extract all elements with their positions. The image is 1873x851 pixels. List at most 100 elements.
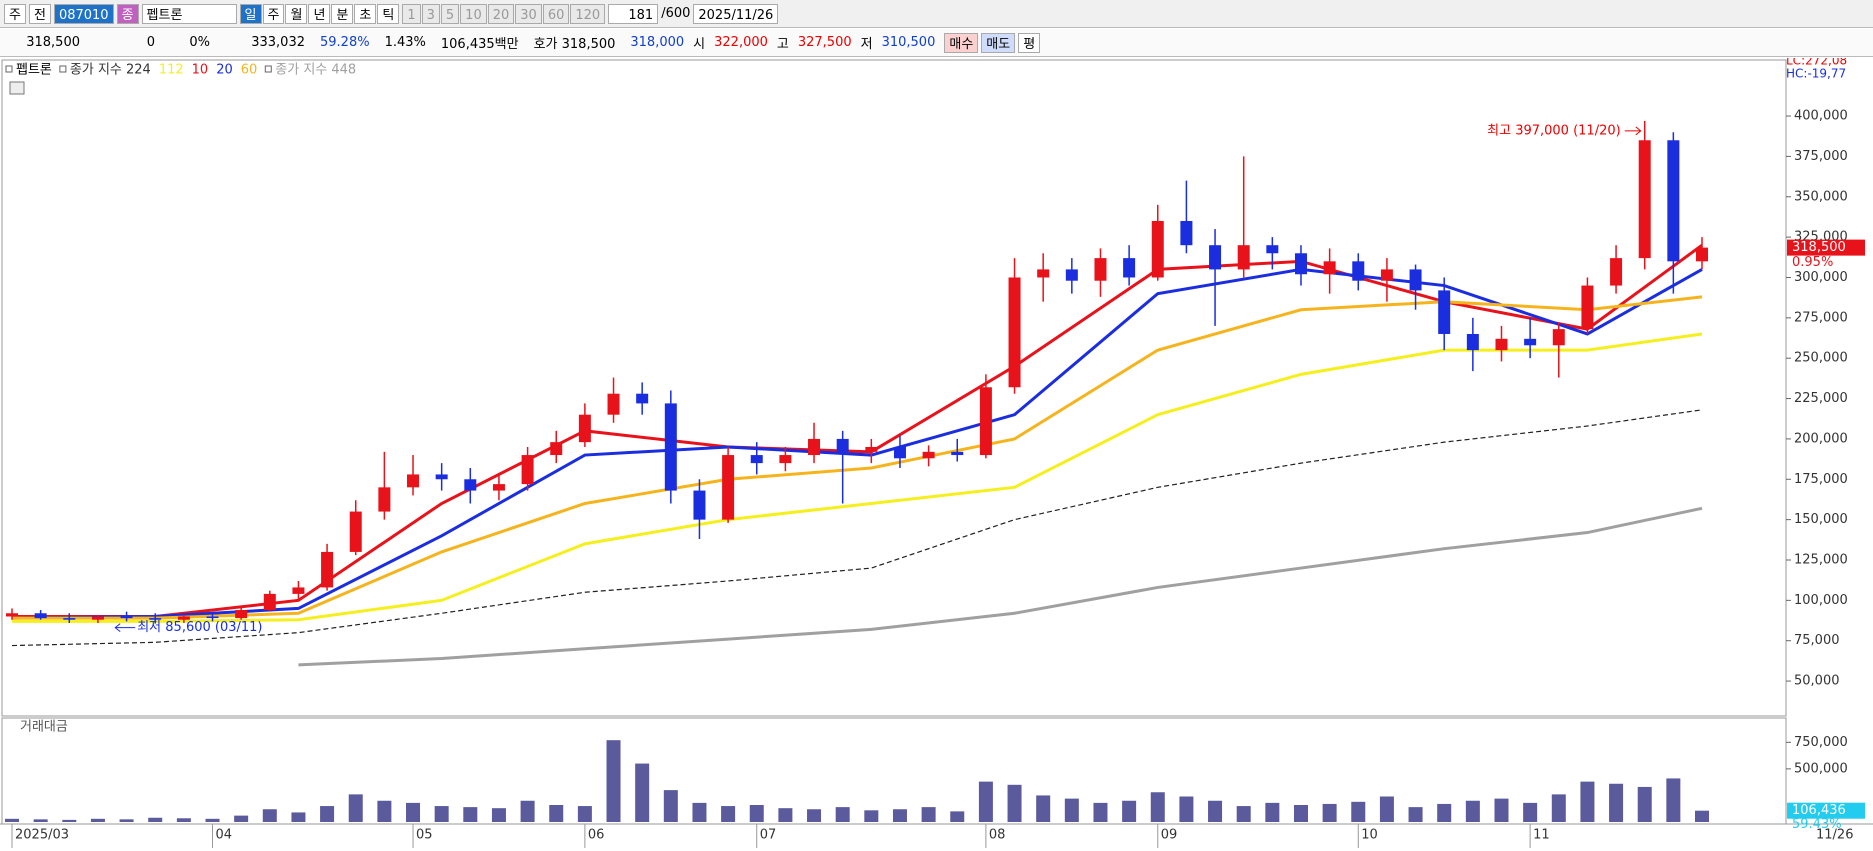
- volume-bar: [749, 805, 764, 822]
- volume-bar: [5, 818, 19, 822]
- candle-body: [1495, 338, 1508, 351]
- price-tag: [1787, 239, 1865, 256]
- period-button[interactable]: 틱: [377, 3, 400, 24]
- ma-line: [11, 409, 1703, 647]
- candle-body: [893, 446, 906, 459]
- code-input[interactable]: 087010: [53, 3, 114, 24]
- avg-button[interactable]: 평: [1018, 32, 1041, 53]
- candle-body: [1209, 245, 1222, 270]
- interval-button[interactable]: 20: [487, 3, 515, 24]
- volume-title: 거래대금: [20, 720, 68, 735]
- candle-body: [292, 587, 305, 594]
- volume-bar: [1494, 798, 1509, 822]
- volume-bar: [1208, 800, 1223, 822]
- volume-bar: [520, 800, 535, 822]
- candle-body: [1696, 247, 1708, 262]
- candle-body: [63, 618, 76, 620]
- y-tick-label: 250,000: [1794, 351, 1848, 366]
- legend-label: 종가 지수 224: [70, 63, 151, 78]
- period-button[interactable]: 주: [262, 3, 285, 24]
- price-tag-label: 318,500: [1792, 240, 1846, 255]
- candle-body: [1610, 258, 1623, 286]
- price: 318,500: [26, 35, 80, 50]
- y-tick-label: 750,000: [1794, 735, 1848, 750]
- x-tick-label: 2025/03: [15, 828, 69, 843]
- volume-bar: [406, 802, 421, 822]
- volume-bar: [778, 808, 793, 822]
- period-button[interactable]: 일: [239, 3, 262, 24]
- candle-body: [1008, 277, 1021, 388]
- y-tick-label: 100,000: [1794, 593, 1848, 608]
- interval-group: 1 3 5 10 20 30 60 120: [402, 3, 606, 24]
- y-tick-label: 300,000: [1794, 270, 1848, 285]
- y-tick-label: 500,000: [1794, 761, 1848, 776]
- volume-bar: [1179, 796, 1194, 822]
- candle-body: [263, 593, 276, 611]
- volume-panel: [1, 717, 1787, 825]
- candle-body: [378, 487, 391, 512]
- market-select[interactable]: 주: [4, 3, 26, 24]
- legend-label: 60: [241, 63, 258, 78]
- lc-label: LC:272,08: [1786, 58, 1847, 68]
- annotation-arrow: [1624, 126, 1642, 136]
- volume-ratio: 59.28%: [320, 35, 370, 50]
- volume-bar: [491, 808, 506, 822]
- candle-body: [1237, 245, 1250, 270]
- period-button[interactable]: 분: [331, 3, 354, 24]
- x-tick-label: 10: [1361, 828, 1378, 843]
- candle-body: [836, 438, 849, 452]
- legend-label: 펩트론: [16, 63, 52, 78]
- sell-button[interactable]: 매도: [981, 32, 1016, 53]
- volume-bar: [1666, 778, 1681, 822]
- candle-body: [149, 618, 162, 620]
- ma-line: [298, 506, 1703, 667]
- interval-button[interactable]: 1: [402, 3, 421, 24]
- y-tick-label: 50,000: [1794, 674, 1840, 689]
- candle-body: [1667, 140, 1680, 262]
- interval-button[interactable]: 120: [570, 3, 606, 24]
- x-tick-label: 09: [1161, 828, 1178, 843]
- legend-label: 112: [159, 63, 184, 78]
- volume-bar: [434, 806, 449, 822]
- interval-button[interactable]: 3: [421, 3, 440, 24]
- volume-bar: [320, 806, 335, 822]
- interval-button[interactable]: 5: [440, 3, 460, 24]
- bid: 318,000: [630, 35, 685, 50]
- volume-bar: [1609, 783, 1624, 822]
- period-button[interactable]: 초: [354, 3, 377, 24]
- volume-bar: [1437, 803, 1452, 822]
- volume-bar: [606, 740, 621, 822]
- volume-bar: [33, 819, 48, 822]
- candle-body: [922, 451, 935, 459]
- panel-icon: [9, 81, 25, 95]
- annotation: 최저 85,600 (03/11): [137, 620, 262, 635]
- count-input[interactable]: 181: [608, 3, 659, 24]
- volume-bar: [148, 817, 163, 822]
- candle-body: [750, 455, 763, 464]
- date-input[interactable]: 2025/11/26: [693, 3, 779, 24]
- volume-bar: [291, 812, 306, 822]
- candle-body: [693, 490, 706, 520]
- interval-button[interactable]: 10: [460, 3, 487, 24]
- candle-body: [321, 551, 334, 588]
- amount: 106,435백만: [440, 37, 519, 52]
- candle-body: [464, 479, 477, 491]
- period-button[interactable]: 월: [285, 3, 308, 24]
- y-tick-label: 400,000: [1794, 109, 1848, 124]
- quote-bar: 318,500 0 0% 333,032 59.28% 1.43% 106,43…: [0, 29, 1873, 57]
- volume-bar: [1351, 801, 1366, 822]
- volume-bar: [1695, 810, 1709, 822]
- volume-bar: [1122, 800, 1137, 822]
- interval-button[interactable]: 60: [542, 3, 570, 24]
- buy-button[interactable]: 매수: [944, 32, 979, 53]
- volume-bar: [635, 763, 650, 822]
- interval-button[interactable]: 30: [515, 3, 542, 24]
- hc-label: HC:-19,77: [1786, 67, 1846, 81]
- period-button[interactable]: 년: [308, 3, 331, 24]
- prev-button[interactable]: 전: [28, 3, 51, 24]
- y-tick-label: 175,000: [1794, 472, 1848, 487]
- candle-body: [1581, 285, 1594, 330]
- name-input[interactable]: 펩트론: [141, 3, 237, 24]
